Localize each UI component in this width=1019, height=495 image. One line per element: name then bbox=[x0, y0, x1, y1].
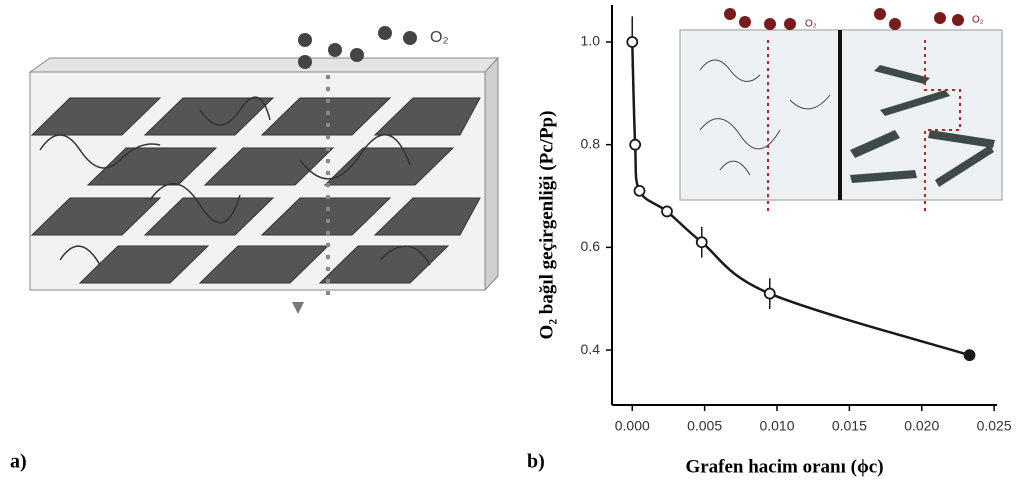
inset-molecules bbox=[724, 8, 964, 30]
x-tick-label: 0.005 bbox=[687, 418, 722, 434]
box-side bbox=[485, 58, 498, 290]
x-tick-label: 0.010 bbox=[759, 418, 794, 434]
data-point bbox=[697, 237, 707, 247]
data-point bbox=[635, 186, 645, 196]
data-point bbox=[765, 289, 775, 299]
x-axis-label: Grafen hacim oranı (ϕc) bbox=[685, 456, 883, 477]
data-point bbox=[662, 206, 672, 216]
data-point bbox=[630, 140, 640, 150]
x-tick-label: 0.020 bbox=[904, 418, 939, 434]
box-top bbox=[30, 58, 498, 72]
panel-label: b) bbox=[527, 451, 545, 473]
inset-label: O₂ bbox=[972, 15, 984, 26]
y-tick-label: 0.4 bbox=[581, 341, 601, 357]
inset-label: O₂ bbox=[805, 19, 817, 30]
x-tick-label: 0.000 bbox=[615, 418, 650, 434]
x-tick-label: 0.015 bbox=[832, 418, 867, 434]
composite-illustration: O₂ bbox=[30, 26, 498, 314]
arrow-head bbox=[292, 302, 304, 314]
y-tick-label: 1.0 bbox=[581, 33, 601, 49]
data-point bbox=[627, 37, 637, 47]
molecule-label: O₂ bbox=[430, 29, 449, 46]
y-axis-label: O₂ bağıl geçirgenliği (Pc/Pp) bbox=[536, 111, 557, 340]
panel-label: a) bbox=[10, 451, 27, 473]
figure: O₂ a) b) 0.000 0.005 0.010 0.015 0.020 0.025 0… bbox=[0, 0, 1019, 495]
x-tick-label: 0.025 bbox=[977, 418, 1012, 434]
inset-illustration: O₂ O₂ bbox=[680, 8, 1002, 215]
y-tick-label: 0.6 bbox=[581, 238, 601, 254]
y-tick-label: 0.8 bbox=[581, 135, 601, 151]
data-point bbox=[965, 350, 975, 360]
